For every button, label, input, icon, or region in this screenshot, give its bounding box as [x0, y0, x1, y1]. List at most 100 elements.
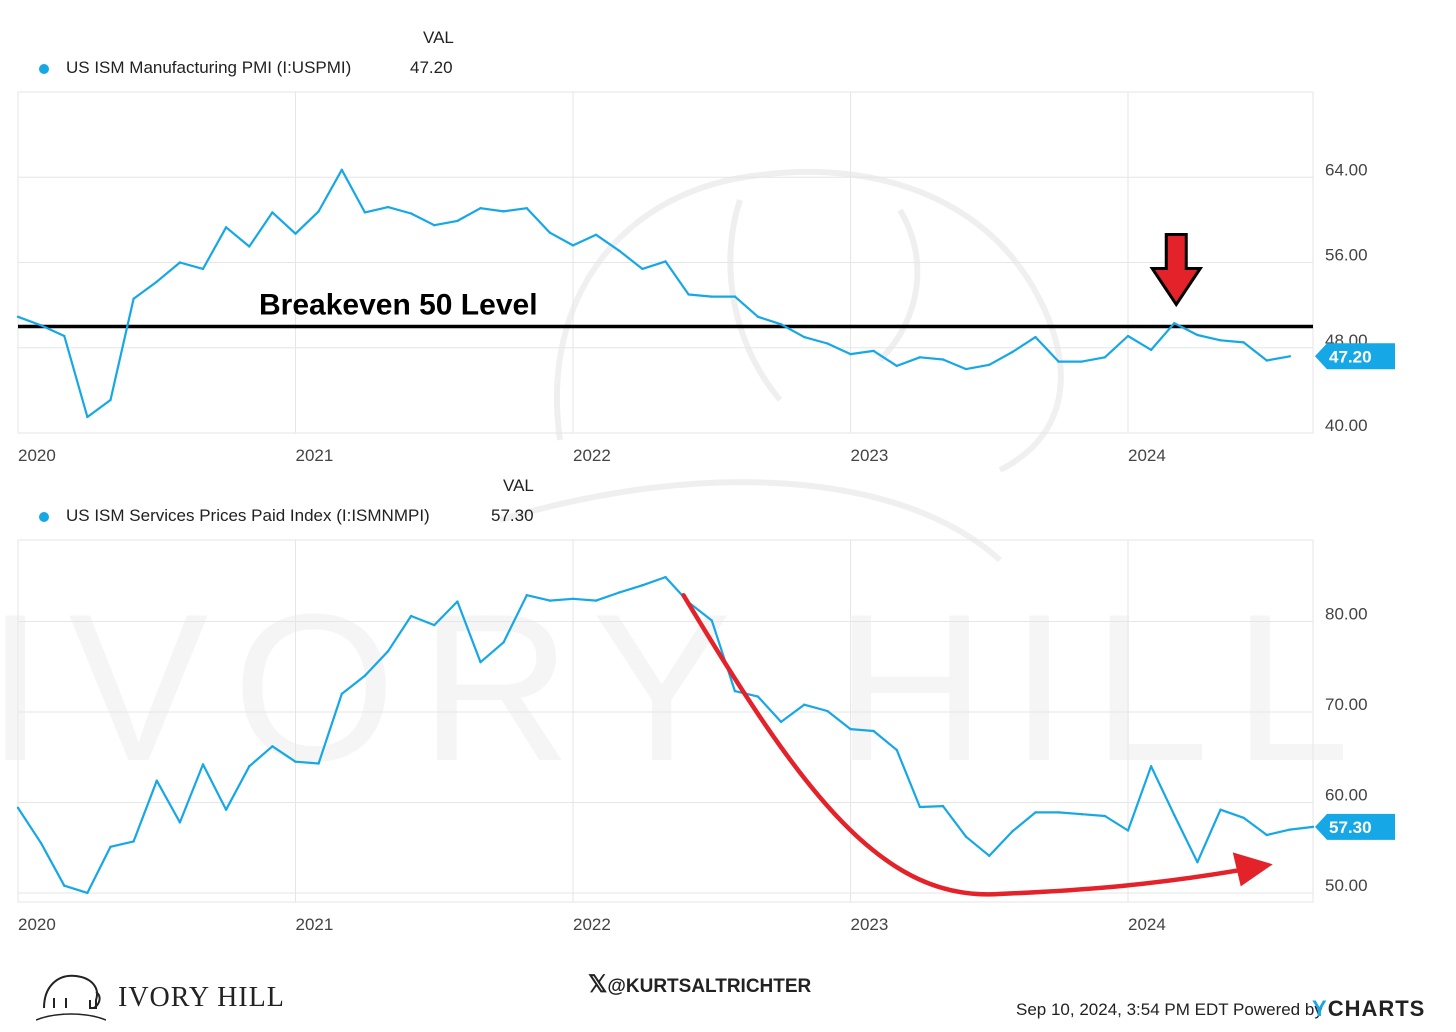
legend-value-header: VAL	[423, 28, 454, 47]
data-point	[941, 358, 945, 361]
data-point	[710, 295, 713, 298]
data-point	[803, 703, 806, 706]
data-point	[456, 219, 459, 223]
data-point	[988, 854, 991, 858]
data-point	[248, 765, 251, 768]
data-point	[641, 267, 644, 271]
data-point	[618, 249, 621, 252]
data-point	[317, 210, 320, 213]
data-point	[1034, 335, 1037, 339]
data-point	[1288, 828, 1292, 831]
data-point	[988, 363, 991, 366]
data-point	[1242, 816, 1245, 820]
data-point	[271, 745, 274, 748]
data-point	[456, 600, 459, 603]
curved-arrow-annotation	[681, 593, 1241, 897]
x-tick-label: 2023	[851, 915, 889, 934]
data-point	[872, 729, 875, 733]
y-tick-label: 60.00	[1325, 785, 1368, 804]
legend-series-dot	[39, 64, 49, 74]
data-point	[1103, 814, 1107, 818]
data-point	[109, 845, 112, 848]
data-point	[895, 748, 898, 752]
data-point	[641, 584, 644, 587]
data-point	[803, 335, 806, 339]
legend-bottom: VAL US ISM Services Prices Paid Index (I…	[0, 470, 700, 530]
data-point	[1011, 350, 1014, 354]
data-point	[224, 226, 228, 229]
data-point	[1126, 829, 1130, 832]
y-tick-label: 56.00	[1325, 246, 1368, 265]
data-point	[756, 695, 760, 698]
last-value-tag	[1315, 813, 1395, 840]
data-point	[849, 352, 852, 356]
x-handle-text: @KURTSALTRICHTER	[607, 976, 812, 997]
legend-series-name: US ISM Services Prices Paid Index (I:ISM…	[66, 506, 430, 525]
prices-paid-chart: 50.00 60.00 70.00 80.00 2020 2021 2022 2023 2024…	[16, 539, 1395, 934]
data-point	[155, 280, 158, 283]
data-point	[1196, 860, 1199, 864]
data-point	[201, 763, 205, 766]
data-point	[1103, 356, 1107, 359]
data-point	[1196, 333, 1199, 337]
data-point	[664, 260, 667, 263]
data-point	[178, 261, 182, 264]
data-point	[918, 356, 922, 359]
data-point	[1080, 360, 1083, 363]
data-point	[594, 233, 598, 236]
data-point	[433, 623, 436, 627]
x-tick-label: 2021	[296, 446, 334, 465]
data-point	[1057, 360, 1060, 363]
data-point	[479, 660, 482, 664]
data-point	[756, 315, 760, 319]
curved-arrow-head	[1232, 852, 1273, 887]
data-point	[39, 324, 43, 327]
legend-series-value: 57.30	[491, 506, 534, 525]
data-point	[201, 267, 205, 271]
elephant-logo-icon	[36, 974, 106, 1021]
legend-top: VAL US ISM Manufacturing PMI (I:USPMI) 4…	[0, 0, 700, 90]
data-point	[86, 415, 89, 419]
data-point	[941, 804, 945, 808]
data-point	[964, 367, 968, 371]
plot-frame	[17, 539, 1314, 903]
data-point	[733, 295, 737, 298]
x-tick-label: 2021	[296, 915, 334, 934]
brand-name: IVORY HILL	[118, 982, 285, 1013]
data-point	[1219, 808, 1222, 811]
data-point	[1149, 765, 1153, 768]
data-point	[132, 297, 135, 300]
y-tick-label: 64.00	[1325, 160, 1368, 179]
data-point	[1011, 830, 1014, 833]
data-point	[1034, 811, 1037, 814]
data-point	[340, 168, 343, 171]
data-point	[1242, 341, 1245, 344]
x-logo-icon: 𝕏	[588, 971, 608, 998]
data-point	[664, 575, 667, 579]
data-point	[1219, 339, 1222, 342]
x-tick-label: 2024	[1128, 915, 1166, 934]
data-point	[271, 211, 274, 214]
data-point	[548, 231, 552, 234]
data-point	[1173, 813, 1176, 817]
data-point	[386, 650, 390, 653]
data-point	[132, 840, 135, 843]
data-point	[1311, 825, 1315, 829]
data-point	[1265, 359, 1268, 362]
data-point	[16, 315, 20, 319]
data-point	[687, 293, 690, 296]
data-point	[1057, 811, 1060, 814]
watermark-text: IVORY HILL	[0, 570, 1374, 805]
x-tick-label: 2020	[18, 446, 56, 465]
data-point	[248, 245, 251, 248]
series-line	[17, 168, 1291, 419]
data-point	[1080, 813, 1083, 816]
data-point	[409, 614, 413, 618]
data-point	[340, 692, 343, 696]
y-tick-label: 40.00	[1325, 416, 1368, 435]
data-point	[409, 212, 413, 215]
data-point	[1126, 334, 1130, 338]
y-tick-label: 80.00	[1325, 604, 1368, 623]
last-value-label: 47.20	[1329, 347, 1372, 366]
